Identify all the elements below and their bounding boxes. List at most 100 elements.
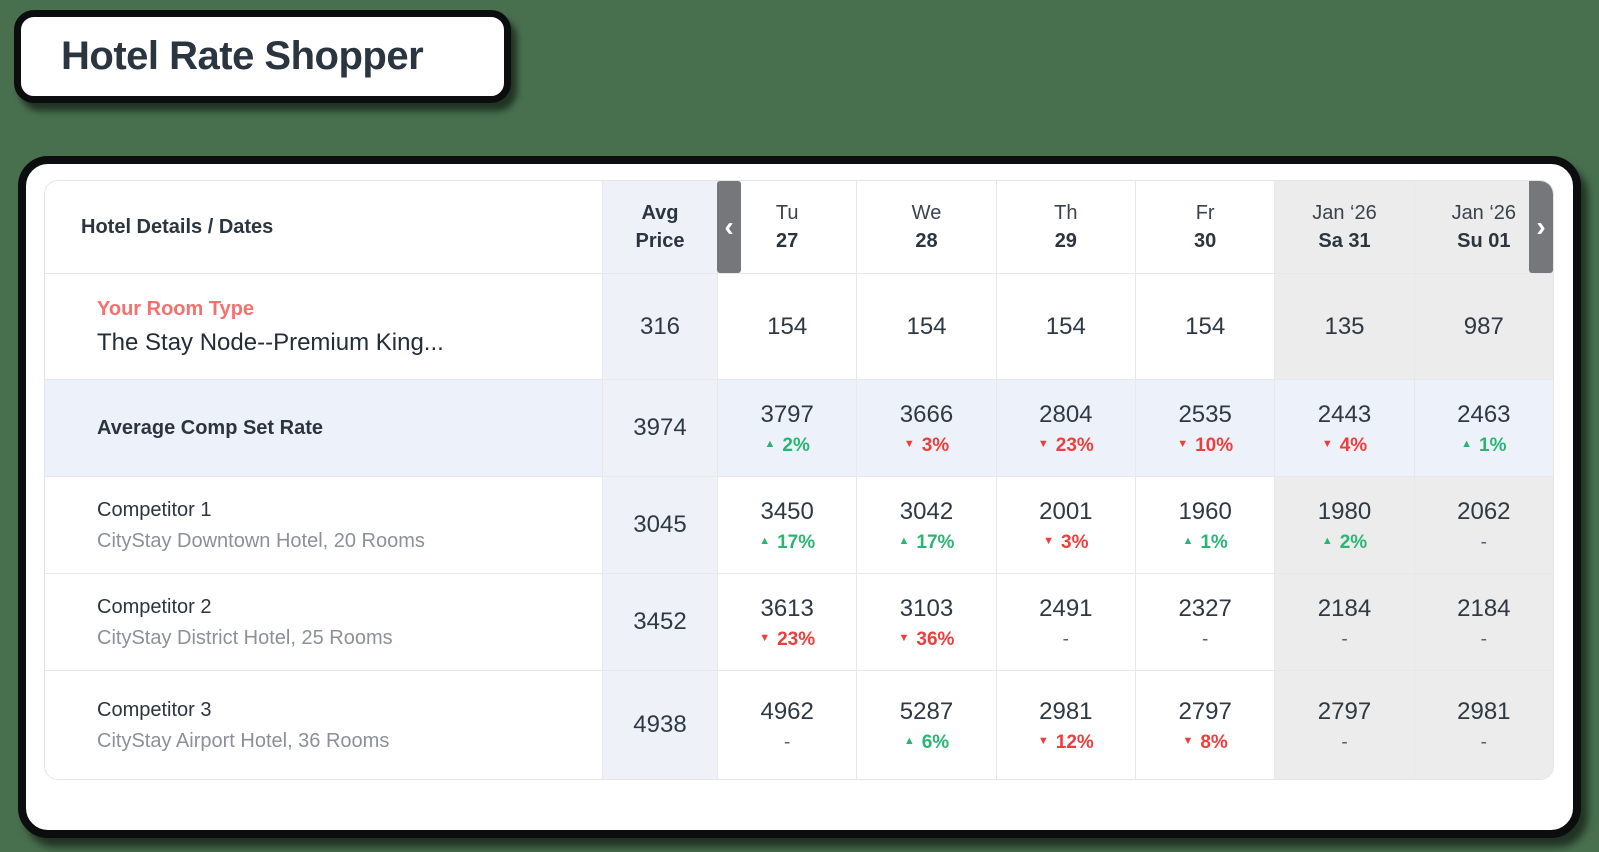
rate-cell: 3797 ▲ 2% xyxy=(717,379,857,476)
rate-cell: 2184 - xyxy=(1274,573,1414,670)
rate-cell: 154 xyxy=(856,273,996,379)
rate-cell: 1960 ▲ 1% xyxy=(1134,476,1275,573)
rate-shopper-card: Hotel Details / Dates Avg Price Tu 27 We… xyxy=(18,156,1581,838)
rate-change: ▼ 23% xyxy=(1037,434,1094,456)
rate-change: - xyxy=(1062,628,1069,650)
rate-cell: 2001 ▼ 3% xyxy=(995,476,1135,573)
rate-table: Hotel Details / Dates Avg Price Tu 27 We… xyxy=(44,180,1554,780)
column-header-sa-31: Jan ‘26 Sa 31 xyxy=(1274,181,1414,273)
rate-cell: 2981 ▼ 12% xyxy=(995,670,1135,779)
rate-cell: 2535 ▼ 10% xyxy=(1134,379,1275,476)
rate-cell: 3666 ▼ 3% xyxy=(856,379,996,476)
rate-cell: 2184 - xyxy=(1413,573,1553,670)
trend-down-icon: ▼ xyxy=(903,437,915,450)
trend-up-icon: ▲ xyxy=(1461,437,1473,450)
rate-cell: 2981 - xyxy=(1413,670,1553,779)
chevron-right-icon: › xyxy=(1536,211,1546,242)
rate-change: ▲ 1% xyxy=(1182,531,1228,553)
rate-change: ▲ 1% xyxy=(1461,434,1507,456)
rate-cell: 5287 ▲ 6% xyxy=(856,670,996,779)
trend-up-icon: ▲ xyxy=(898,534,910,547)
rate-cell: 3613 ▼ 23% xyxy=(717,573,857,670)
row-header-your-room-type: Your Room Type The Stay Node--Premium Ki… xyxy=(45,273,602,379)
avg-comp-set-label: Average Comp Set Rate xyxy=(97,416,323,439)
competitor-hotel-info: CityStay Downtown Hotel, 20 Rooms xyxy=(97,529,425,552)
column-header-we-28: We 28 xyxy=(856,181,996,273)
trend-down-icon: ▼ xyxy=(1037,734,1049,747)
rate-change: ▼ 23% xyxy=(759,628,816,650)
rate-cell: 2491 - xyxy=(995,573,1135,670)
price-label: Price xyxy=(635,230,685,252)
rate-change: ▼ 4% xyxy=(1321,434,1368,456)
competitor-name: Competitor 2 xyxy=(97,595,212,618)
rate-change: ▲ 17% xyxy=(759,531,816,553)
rate-change: ▲ 2% xyxy=(1321,531,1368,553)
next-dates-button[interactable]: › xyxy=(1529,181,1553,273)
column-header-th-29: Th 29 xyxy=(995,181,1135,273)
trend-down-icon: ▼ xyxy=(1321,437,1333,450)
rate-cell: 987 xyxy=(1413,273,1553,379)
rate-change: - xyxy=(1480,628,1487,650)
trend-down-icon: ▼ xyxy=(1177,437,1189,450)
rate-cell: 135 xyxy=(1274,273,1414,379)
rate-cell: 1980 ▲ 2% xyxy=(1274,476,1414,573)
rate-change: - xyxy=(1480,731,1487,753)
rate-change: ▼ 3% xyxy=(903,434,950,456)
row-header-competitor-1: Competitor 1 CityStay Downtown Hotel, 20… xyxy=(45,476,602,573)
rate-cell: 2327 - xyxy=(1134,573,1275,670)
trend-down-icon: ▼ xyxy=(898,631,910,644)
trend-down-icon: ▼ xyxy=(759,631,771,644)
trend-up-icon: ▲ xyxy=(759,534,771,547)
rate-cell: 154 xyxy=(1134,273,1275,379)
rate-change: - xyxy=(1201,628,1209,650)
row-header-avg-comp-set: Average Comp Set Rate xyxy=(45,379,602,476)
avg-label: Avg xyxy=(641,202,679,224)
trend-up-icon: ▲ xyxy=(1182,534,1194,547)
your-room-type-label: Your Room Type xyxy=(97,297,255,320)
competitor-name: Competitor 3 xyxy=(97,698,212,721)
hotel-details-dates-label: Hotel Details / Dates xyxy=(81,215,274,238)
rate-change: ▼ 36% xyxy=(898,628,955,650)
competitor-name: Competitor 1 xyxy=(97,498,212,521)
rate-change: - xyxy=(1341,731,1348,753)
trend-up-icon: ▲ xyxy=(764,437,776,450)
trend-down-icon: ▼ xyxy=(1182,734,1194,747)
rate-change: ▼ 3% xyxy=(1043,531,1089,553)
column-header-fr-30: Fr 30 xyxy=(1134,181,1275,273)
app-title-card: Hotel Rate Shopper xyxy=(14,10,511,103)
rate-cell: 3103 ▼ 36% xyxy=(856,573,996,670)
prev-dates-button[interactable]: ‹ xyxy=(717,181,741,273)
rate-change: ▲ 2% xyxy=(764,434,810,456)
rate-cell: 154 xyxy=(717,273,857,379)
rate-cell: 2804 ▼ 23% xyxy=(995,379,1135,476)
row-header-competitor-2: Competitor 2 CityStay District Hotel, 25… xyxy=(45,573,602,670)
rate-cell: 2062 - xyxy=(1413,476,1553,573)
rate-change: ▼ 8% xyxy=(1182,731,1228,753)
avg-price-cell: 3452 xyxy=(602,573,717,670)
chevron-left-icon: ‹ xyxy=(724,211,734,242)
your-room-name: The Stay Node--Premium King... xyxy=(97,328,444,356)
rate-cell: 2797 - xyxy=(1274,670,1414,779)
rate-cell: 154 xyxy=(995,273,1135,379)
rate-change: ▲ 17% xyxy=(898,531,955,553)
rate-cell: 3042 ▲ 17% xyxy=(856,476,996,573)
trend-up-icon: ▲ xyxy=(1321,534,1333,547)
rate-change: ▼ 12% xyxy=(1037,731,1094,753)
rate-cell: 4962 - xyxy=(717,670,857,779)
rate-cell: 2443 ▼ 4% xyxy=(1274,379,1414,476)
rate-change: - xyxy=(1480,531,1487,553)
rate-cell: 2463 ▲ 1% xyxy=(1413,379,1553,476)
trend-down-icon: ▼ xyxy=(1037,437,1049,450)
avg-price-cell: 316 xyxy=(602,273,717,379)
rate-change: ▼ 10% xyxy=(1177,434,1234,456)
row-header-competitor-3: Competitor 3 CityStay Airport Hotel, 36 … xyxy=(45,670,602,779)
rate-change: ▲ 6% xyxy=(903,731,950,753)
avg-price-cell: 4938 xyxy=(602,670,717,779)
rate-change: - xyxy=(1341,628,1348,650)
trend-up-icon: ▲ xyxy=(903,734,915,747)
rate-cell: 2797 ▼ 8% xyxy=(1134,670,1275,779)
avg-price-cell: 3974 xyxy=(602,379,717,476)
column-header-hotel-details: Hotel Details / Dates xyxy=(45,181,602,273)
page-title: Hotel Rate Shopper xyxy=(61,34,424,78)
column-header-avg-price: Avg Price xyxy=(602,181,717,273)
